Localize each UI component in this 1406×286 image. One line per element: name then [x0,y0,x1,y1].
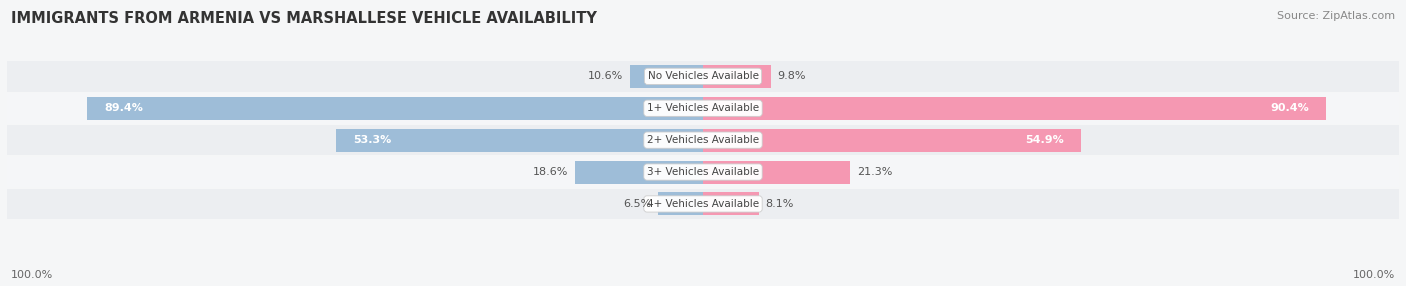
Text: 90.4%: 90.4% [1270,103,1309,113]
Bar [703,129,1081,152]
Bar [703,192,759,215]
Text: 6.5%: 6.5% [623,199,651,209]
Text: 10.6%: 10.6% [588,71,623,81]
Text: 8.1%: 8.1% [766,199,794,209]
Text: 53.3%: 53.3% [353,135,391,145]
Bar [7,125,1399,156]
Bar [658,192,703,215]
Text: No Vehicles Available: No Vehicles Available [648,71,758,81]
Text: 18.6%: 18.6% [533,167,568,177]
Text: 9.8%: 9.8% [778,71,806,81]
Text: 4+ Vehicles Available: 4+ Vehicles Available [647,199,759,209]
Bar [7,189,1399,219]
Bar [703,97,1326,120]
Text: 89.4%: 89.4% [104,103,143,113]
Text: 1+ Vehicles Available: 1+ Vehicles Available [647,103,759,113]
Bar [575,160,703,184]
Bar [703,160,849,184]
Bar [7,61,1399,92]
Text: 21.3%: 21.3% [856,167,891,177]
Text: 3+ Vehicles Available: 3+ Vehicles Available [647,167,759,177]
Text: 54.9%: 54.9% [1025,135,1064,145]
Text: 2+ Vehicles Available: 2+ Vehicles Available [647,135,759,145]
Bar [703,65,770,88]
Bar [7,93,1399,124]
Text: 100.0%: 100.0% [1353,270,1395,280]
Text: IMMIGRANTS FROM ARMENIA VS MARSHALLESE VEHICLE AVAILABILITY: IMMIGRANTS FROM ARMENIA VS MARSHALLESE V… [11,11,598,26]
Bar [630,65,703,88]
Bar [336,129,703,152]
Bar [7,157,1399,187]
Bar [87,97,703,120]
Text: Source: ZipAtlas.com: Source: ZipAtlas.com [1277,11,1395,21]
Text: 100.0%: 100.0% [11,270,53,280]
